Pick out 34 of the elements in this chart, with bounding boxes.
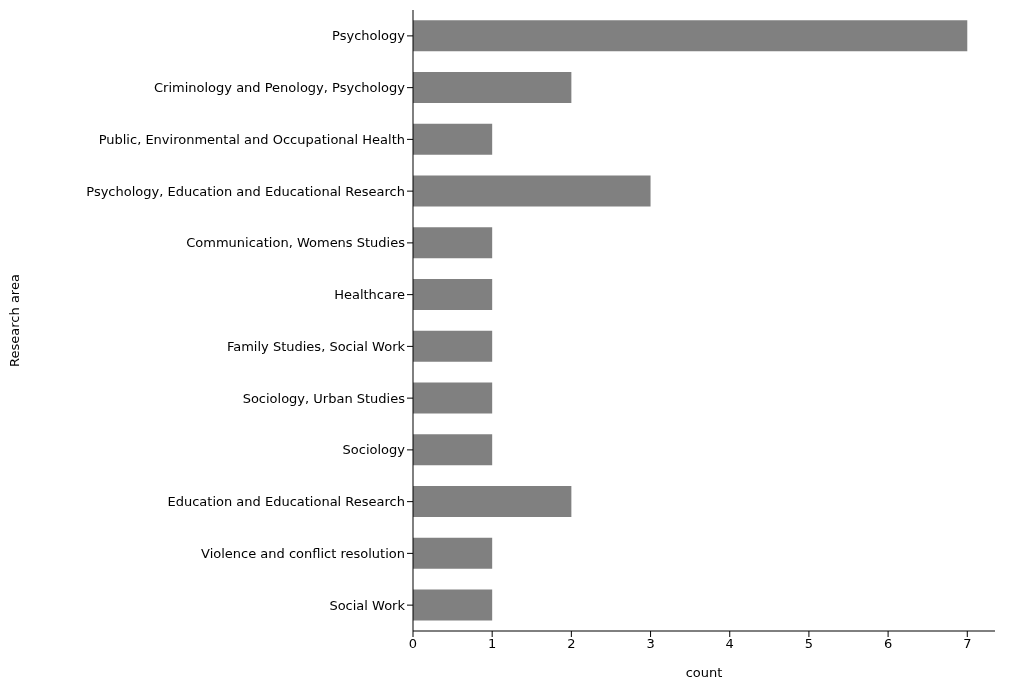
bar [413, 123, 493, 155]
y-tick-label: Family Studies, Social Work [226, 338, 406, 354]
y-tick-label: Criminology and Penology, Psychology [153, 80, 406, 96]
x-tick-label: 4 [725, 636, 734, 652]
bar [413, 537, 493, 569]
bar [413, 330, 493, 362]
bar [413, 382, 493, 414]
x-axis-title: count [685, 665, 723, 680]
bar [413, 20, 968, 52]
x-tick-label: 2 [567, 636, 576, 652]
x-tick-label: 1 [488, 636, 497, 652]
bar [413, 434, 493, 466]
bar [413, 227, 493, 259]
y-tick-label: Communication, Womens Studies [186, 235, 406, 251]
y-tick-label: Education and Educational Research [167, 494, 405, 510]
y-tick-label: Sociology [342, 442, 406, 458]
y-tick-label: Psychology, Education and Educational Research [86, 183, 405, 199]
y-tick-label: Sociology, Urban Studies [242, 390, 406, 406]
y-tick-label: Violence and conflict resolution [201, 545, 405, 561]
y-tick-label: Healthcare [334, 287, 405, 303]
bar [413, 589, 493, 621]
y-axis-title: Research area [6, 274, 22, 367]
bar [413, 486, 572, 518]
x-tick-label: 3 [646, 636, 655, 652]
y-tick-label: Public, Environmental and Occupational Health [98, 131, 405, 147]
y-tick-label: Psychology [332, 28, 406, 44]
y-tick-label: Social Work [329, 597, 406, 613]
x-tick-label: 0 [408, 636, 418, 652]
x-tick-label: 5 [804, 636, 814, 652]
bar [413, 279, 493, 311]
x-tick-label: 7 [963, 636, 972, 652]
bar [413, 72, 572, 104]
bar [413, 175, 651, 207]
x-tick-label: 6 [883, 636, 893, 652]
